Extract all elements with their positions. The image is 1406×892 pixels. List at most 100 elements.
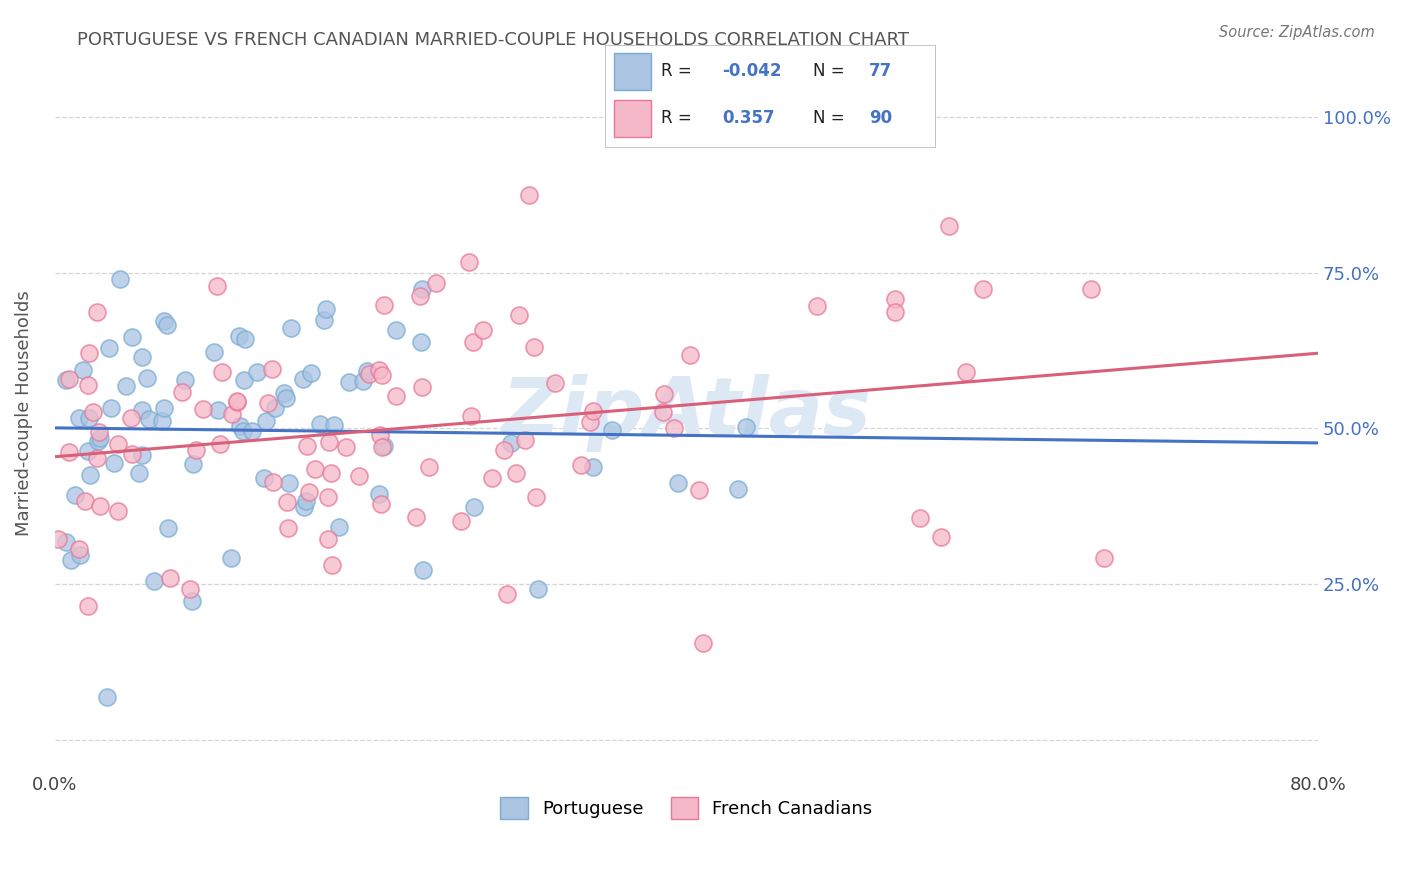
Point [208,437,231,451]
Point [425,276,447,290]
Point [292,500,315,515]
Point [87,434,110,448]
Point [884,292,907,306]
Point [457,255,479,269]
Point [931,530,953,544]
Point [229,419,252,434]
Text: R =: R = [661,62,697,79]
Point [373,297,395,311]
Point [347,469,370,483]
Point [207,403,229,417]
Point [884,304,907,318]
Point [368,427,391,442]
Point [727,482,749,496]
Point [60,553,83,567]
Point [233,332,256,346]
Point [274,391,297,405]
Point [107,436,129,450]
Point [309,417,332,431]
Point [131,448,153,462]
Point [319,467,342,481]
Point [582,459,605,474]
Point [172,385,194,400]
Point [153,314,176,328]
Point [226,393,249,408]
Point [679,347,702,361]
Legend: Portuguese, French Canadians: Portuguese, French Canadians [494,789,879,826]
Point [938,219,960,233]
Point [89,499,111,513]
Point [578,416,600,430]
Point [97,341,120,355]
Point [89,425,111,439]
Point [72,363,94,377]
Point [652,386,675,401]
Point [318,434,340,449]
Point [335,441,357,455]
Point [138,412,160,426]
Point [128,467,150,481]
Point [368,363,391,377]
Point [295,493,318,508]
Point [412,564,434,578]
Text: Source: ZipAtlas.com: Source: ZipAtlas.com [1219,25,1375,40]
Point [67,411,90,425]
Point [461,335,484,350]
Point [120,410,142,425]
Point [262,362,284,376]
Point [463,500,485,515]
Point [233,373,256,387]
Point [316,533,339,547]
Point [688,483,710,497]
Text: 77: 77 [869,62,893,79]
Point [652,405,675,419]
Text: 90: 90 [869,109,891,127]
Point [100,401,122,415]
Point [543,376,565,390]
Point [527,582,550,596]
Point [58,372,80,386]
Point [409,334,432,349]
Point [277,520,299,534]
Point [69,548,91,562]
Point [232,424,254,438]
Point [371,368,394,382]
Point [240,424,263,438]
Point [582,404,605,418]
Point [411,379,433,393]
Point [1094,550,1116,565]
Point [384,389,406,403]
Point [460,409,482,423]
Point [411,282,433,296]
Point [86,450,108,465]
Text: 0.357: 0.357 [721,109,775,127]
Point [910,511,932,525]
Point [115,379,138,393]
Point [955,365,977,379]
Point [226,395,249,409]
Point [505,466,527,480]
Point [89,431,111,445]
Point [55,373,77,387]
Point [159,571,181,585]
Point [191,402,214,417]
Point [523,339,546,353]
Text: N =: N = [813,62,849,79]
Point [418,460,440,475]
Point [321,558,343,573]
Point [135,370,157,384]
Point [121,446,143,460]
Point [323,418,346,433]
Point [277,476,299,491]
Point [82,405,104,419]
Point [108,271,131,285]
Point [77,346,100,360]
Point [221,407,243,421]
Point [77,410,100,425]
Point [183,458,205,472]
Point [367,487,389,501]
Point [499,436,522,450]
Point [666,476,689,491]
Point [143,574,166,588]
Y-axis label: Married-couple Households: Married-couple Households [15,290,32,536]
